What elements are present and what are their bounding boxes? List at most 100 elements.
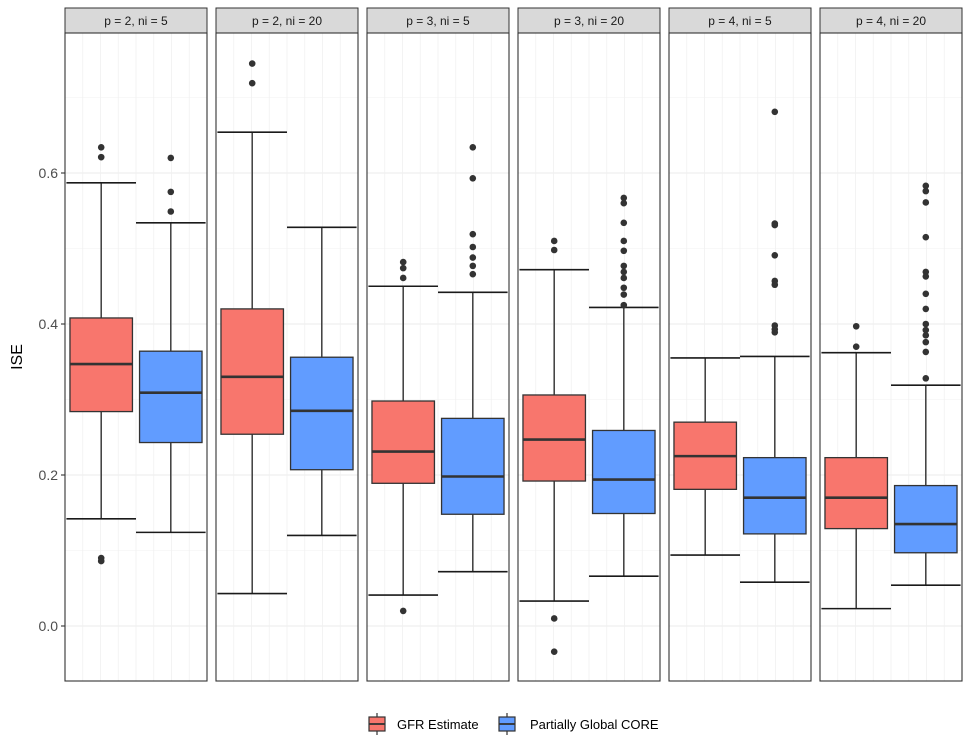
outlier-point xyxy=(550,615,558,622)
y-tick-label: 0.4 xyxy=(39,316,59,332)
outlier-point xyxy=(550,237,558,245)
facet-strip xyxy=(668,7,812,34)
outlier-point xyxy=(620,247,628,255)
outlier-point xyxy=(771,221,779,229)
outlier-point xyxy=(922,187,930,195)
facet-panel: p = 2, ni = 20 xyxy=(215,7,359,682)
panel-border xyxy=(668,32,812,682)
outlier-point xyxy=(922,290,930,298)
outlier-point xyxy=(771,251,779,259)
legend-label: Partially Global CORE xyxy=(530,717,659,732)
facet-panel: p = 3, ni = 5 xyxy=(366,7,510,682)
legend: GFR Estimate Partially Global CORE xyxy=(368,713,659,735)
outlier-point xyxy=(167,188,175,196)
box-partially-global-core xyxy=(136,154,206,534)
outlier-point xyxy=(550,246,558,254)
interquartile-box xyxy=(742,456,807,535)
interquartile-box xyxy=(289,356,354,471)
outlier-point xyxy=(771,329,779,336)
y-tick-label: 0.2 xyxy=(39,467,59,483)
outlier-point xyxy=(620,301,628,309)
y-tick-label: 0.6 xyxy=(39,165,59,181)
box-gfr-estimate xyxy=(368,258,438,615)
outlier-point xyxy=(620,284,628,292)
interquartile-box xyxy=(371,400,436,484)
box-gfr-estimate xyxy=(821,322,891,610)
interquartile-box xyxy=(220,308,285,435)
panel-border xyxy=(64,32,208,682)
legend-item: GFR Estimate xyxy=(368,713,479,735)
outlier-point xyxy=(922,326,930,334)
outlier-point xyxy=(852,322,860,330)
facet-strip xyxy=(819,7,963,34)
outlier-point xyxy=(248,60,256,67)
outlier-point xyxy=(922,320,930,328)
facet-panel: p = 4, ni = 20 xyxy=(819,7,963,682)
outlier-point xyxy=(167,208,175,215)
outlier-point xyxy=(469,174,477,182)
outlier-point xyxy=(399,274,407,282)
outlier-point xyxy=(922,199,930,206)
facet-strip-label: p = 2, ni = 5 xyxy=(104,14,168,28)
interquartile-box xyxy=(893,484,958,554)
outlier-point xyxy=(399,264,407,272)
outlier-point xyxy=(620,274,628,282)
interquartile-box xyxy=(522,394,587,482)
box-partially-global-core xyxy=(891,182,961,587)
outlier-point xyxy=(922,348,930,356)
facet-strip xyxy=(64,7,208,34)
outlier-point xyxy=(852,343,860,350)
facet-strip-label: p = 2, ni = 20 xyxy=(252,14,322,28)
facet-strip-label: p = 4, ni = 5 xyxy=(708,14,772,28)
facet-panel: p = 2, ni = 5 xyxy=(64,7,208,682)
panel-border xyxy=(215,32,359,682)
panel-border xyxy=(819,32,963,682)
outlier-point xyxy=(620,237,628,245)
outlier-point xyxy=(469,144,477,151)
outlier-point xyxy=(922,233,930,241)
outlier-point xyxy=(922,268,930,276)
box-gfr-estimate xyxy=(217,60,287,595)
interquartile-box xyxy=(824,456,889,530)
panel-border xyxy=(366,32,510,682)
facet-strip-label: p = 3, ni = 20 xyxy=(554,14,624,28)
outlier-point xyxy=(620,268,628,276)
outlier-point xyxy=(550,648,558,655)
outlier-point xyxy=(399,607,407,615)
legend-label: GFR Estimate xyxy=(397,717,479,732)
panel-border xyxy=(517,32,661,682)
outlier-point xyxy=(922,273,930,280)
box-gfr-estimate xyxy=(66,144,136,565)
facet-strip-label: p = 3, ni = 5 xyxy=(406,14,470,28)
outlier-point xyxy=(97,144,105,151)
outlier-point xyxy=(922,338,930,346)
interquartile-box xyxy=(591,429,656,515)
outlier-point xyxy=(922,182,930,190)
outlier-point xyxy=(469,262,477,270)
outlier-point xyxy=(922,375,930,382)
outlier-point xyxy=(469,254,477,261)
interquartile-box xyxy=(440,417,505,515)
outlier-point xyxy=(469,243,477,251)
y-axis: 0.0 0.2 0.4 0.6 xyxy=(39,165,65,634)
outlier-point xyxy=(97,557,105,565)
outlier-point xyxy=(167,154,175,162)
box-gfr-estimate xyxy=(519,237,589,655)
outlier-point xyxy=(399,258,407,266)
facet-panel: p = 3, ni = 20 xyxy=(517,7,661,682)
outlier-point xyxy=(922,332,930,339)
outlier-point xyxy=(620,291,628,298)
interquartile-box xyxy=(138,350,203,444)
box-gfr-estimate xyxy=(670,357,740,556)
box-partially-global-core xyxy=(740,108,810,584)
outlier-point xyxy=(620,199,628,207)
y-tick-label: 0.0 xyxy=(39,618,59,634)
y-axis-title: ISE xyxy=(9,344,26,370)
box-partially-global-core xyxy=(287,226,357,537)
outlier-point xyxy=(97,153,105,161)
outlier-point xyxy=(248,79,256,87)
facet-panels: p = 2, ni = 5 p = 2, ni = 20 p = 3, ni = 5… xyxy=(64,7,963,682)
outlier-point xyxy=(620,194,628,202)
facet-strip xyxy=(215,7,359,34)
